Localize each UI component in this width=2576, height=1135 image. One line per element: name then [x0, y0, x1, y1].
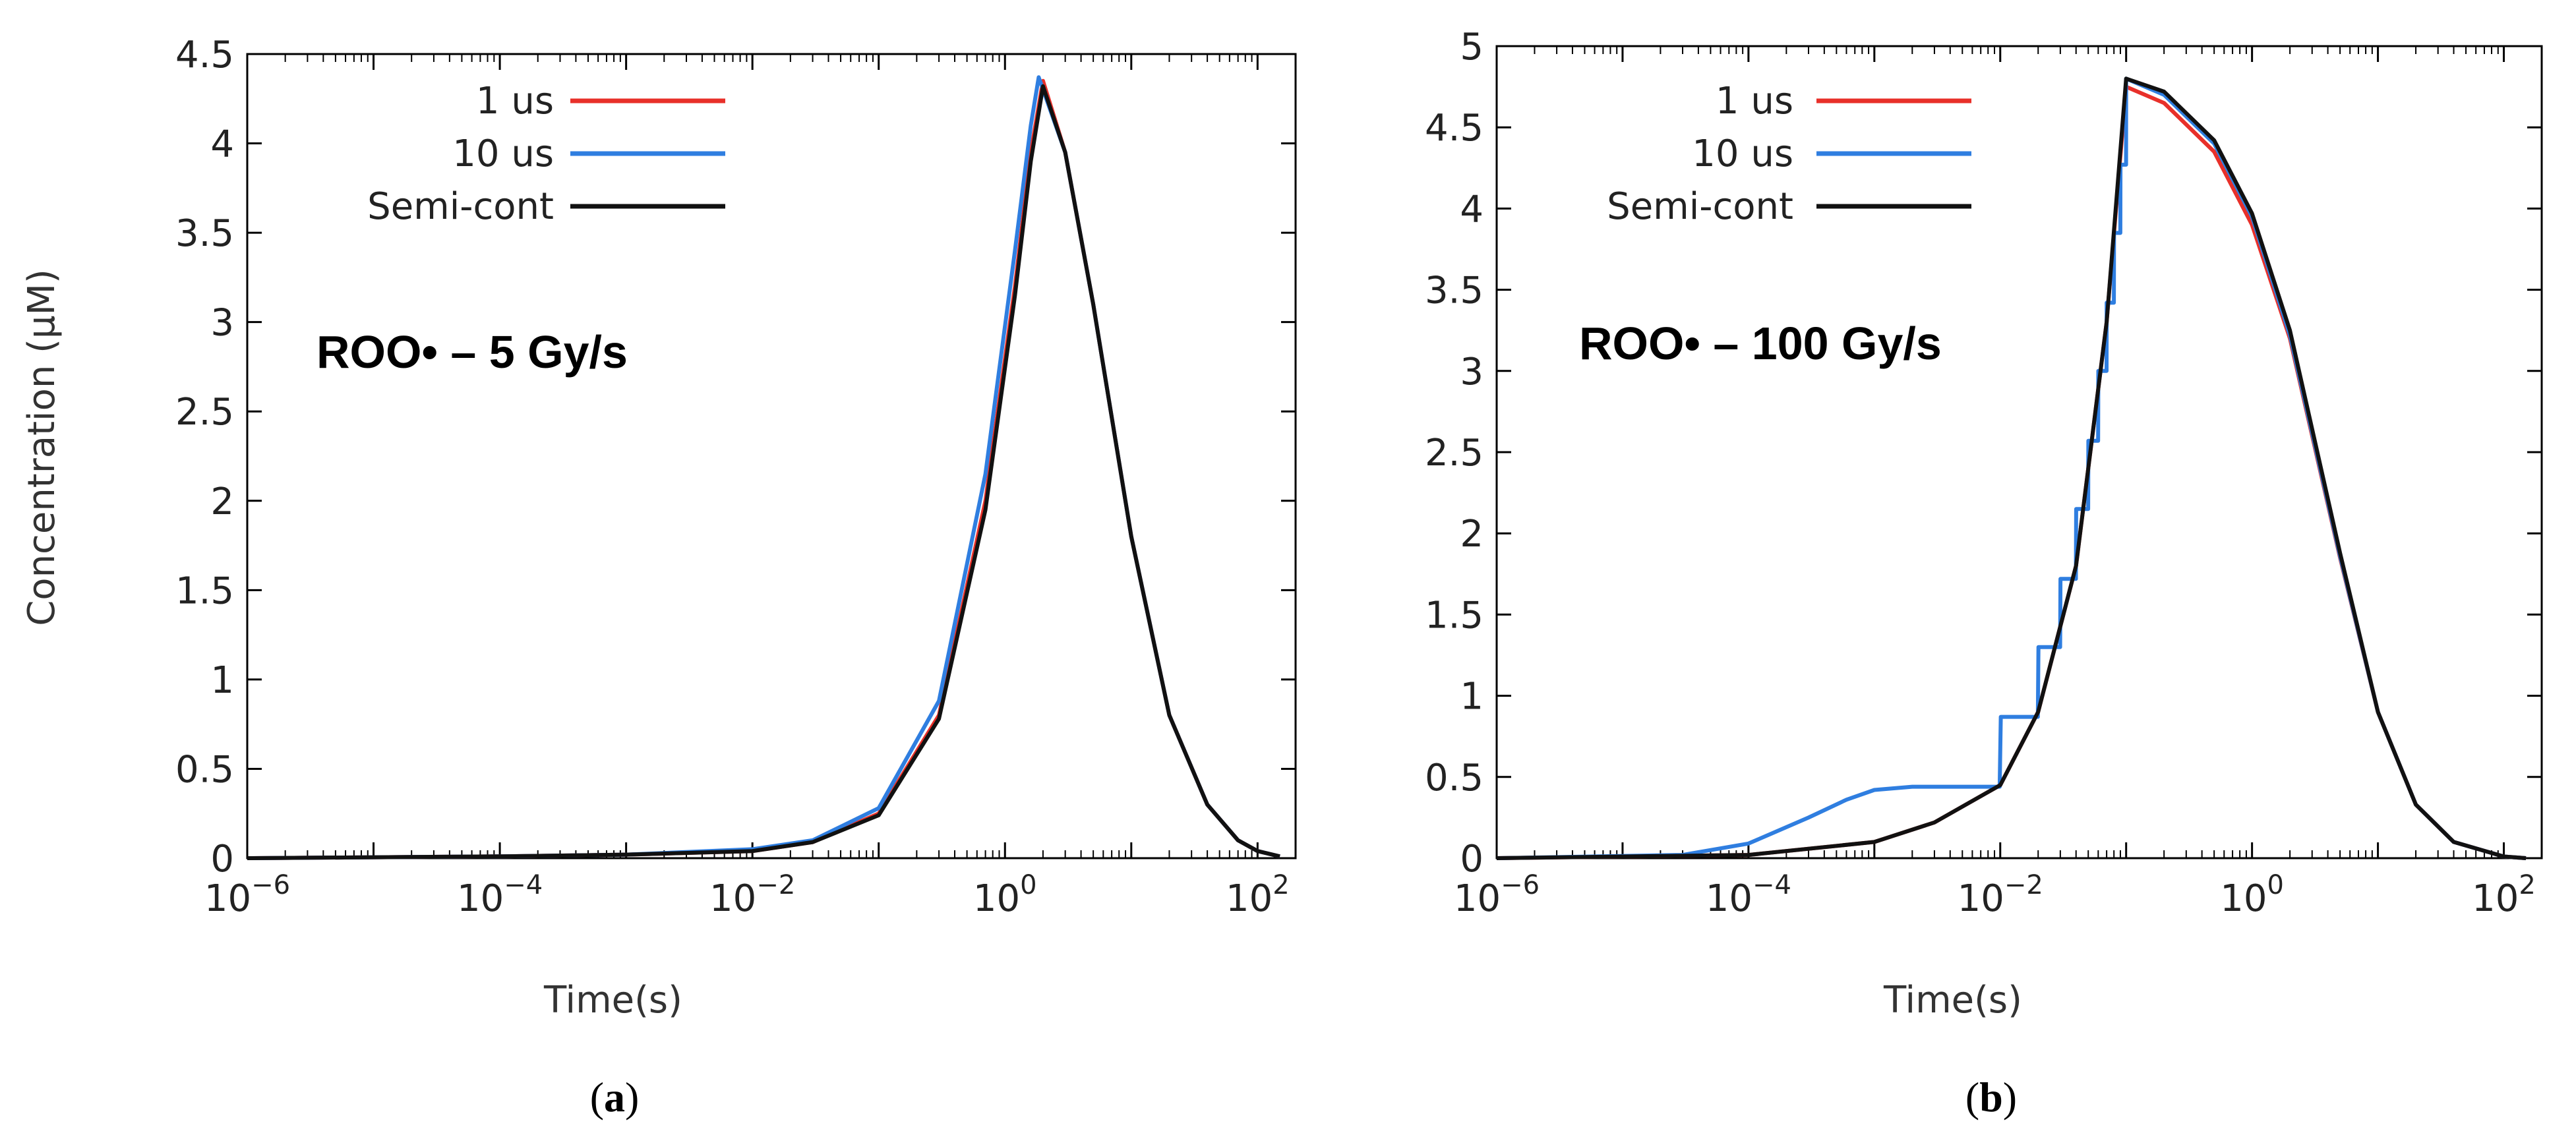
plot-series	[247, 75, 1280, 860]
y-tick-label: 4.5	[175, 34, 234, 76]
legend: 1 us 10 us Semi-cont	[367, 80, 725, 228]
y-tick-label: 3.5	[1425, 270, 1483, 312]
x-tick-label: 10−2	[709, 870, 795, 920]
y-tick-label: 0	[210, 838, 234, 881]
panel-label-a: (a)	[590, 1074, 640, 1120]
x-tick-label: 102	[2472, 870, 2536, 920]
y-tick-label: 1.5	[175, 569, 234, 612]
chart-annotation: ROO• – 100 Gy/s	[1579, 318, 1942, 369]
y-tick-label: 2	[1460, 513, 1483, 556]
legend-item-10us: 10 us	[1692, 132, 1971, 175]
chart-panel-b: Time(s) 1 us 10 us Semi-cont ROO• – 100 …	[1425, 26, 2543, 1120]
legend: 1 us 10 us Semi-cont	[1607, 80, 1971, 228]
y-tick-label: 4	[210, 123, 234, 166]
x-tick-label: 10−4	[457, 870, 543, 920]
legend-label-10us: 10 us	[452, 132, 554, 175]
plot-axes: 0 0.5 1 1.5 2 2.5 3 3.5 4 4.5 5 10−6 10−4 10−2 100 102	[1425, 26, 2543, 920]
x-tick-label: 10−4	[1706, 870, 1791, 920]
legend-item-1us: 1 us	[1716, 80, 1971, 123]
y-tick-label: 1	[210, 659, 234, 702]
legend-label-1us: 1 us	[476, 80, 554, 123]
y-tick-label: 1	[1460, 676, 1483, 718]
y-tick-label: 2.5	[1425, 432, 1483, 475]
y-tick-label: 0	[1460, 838, 1483, 881]
y-tick-label: 3.5	[175, 212, 234, 255]
legend-label-semi-cont: Semi-cont	[1607, 185, 1793, 228]
legend-item-10us: 10 us	[452, 132, 725, 175]
x-tick-label: 102	[1226, 870, 1290, 920]
plot-frame	[1495, 45, 2543, 859]
legend-item-1us: 1 us	[476, 80, 725, 123]
series-line-semi-cont	[1496, 76, 2527, 860]
y-tick-label: 0.5	[175, 748, 234, 791]
x-tick-label: 100	[973, 870, 1037, 920]
x-axis-label: Time(s)	[1883, 979, 2022, 1022]
x-axis-label: Time(s)	[543, 979, 682, 1022]
y-tick-label: 1.5	[1425, 594, 1483, 637]
panel-label-b: (b)	[1965, 1074, 2017, 1120]
chart-panel-a: Concentration (μM) Time(s) 1 us 10 us Se…	[20, 34, 1297, 1120]
x-tick-label: 10−6	[1454, 870, 1540, 920]
legend-label-1us: 1 us	[1716, 80, 1793, 123]
y-tick-label: 2	[210, 480, 234, 523]
x-tick-label: 10−2	[1958, 870, 2043, 920]
x-tick-label: 100	[2220, 870, 2284, 920]
y-tick-label: 0.5	[1425, 757, 1483, 800]
legend-item-semi-cont: Semi-cont	[1607, 185, 1971, 228]
y-tick-label: 4.5	[1425, 107, 1483, 150]
series-line-semi-cont	[247, 84, 1280, 860]
plot-axes: 0 0.5 1 1.5 2 2.5 3 3.5 4 4.5 10−6 10−4 10−2 100 102	[175, 34, 1297, 920]
y-tick-label: 4	[1460, 188, 1483, 231]
legend-label-10us: 10 us	[1692, 132, 1793, 175]
legend-item-semi-cont: Semi-cont	[367, 185, 725, 228]
y-axis-label: Concentration (μM)	[20, 269, 63, 626]
y-tick-label: 2.5	[175, 391, 234, 434]
plot-series	[1496, 76, 2527, 860]
y-tick-label: 5	[1460, 26, 1483, 69]
y-tick-label: 3	[210, 302, 234, 345]
y-tick-label: 3	[1460, 351, 1483, 393]
x-tick-label: 10−6	[204, 870, 290, 920]
legend-label-semi-cont: Semi-cont	[367, 185, 554, 228]
chart-annotation: ROO• – 5 Gy/s	[316, 326, 628, 378]
plot-frame	[246, 53, 1297, 859]
